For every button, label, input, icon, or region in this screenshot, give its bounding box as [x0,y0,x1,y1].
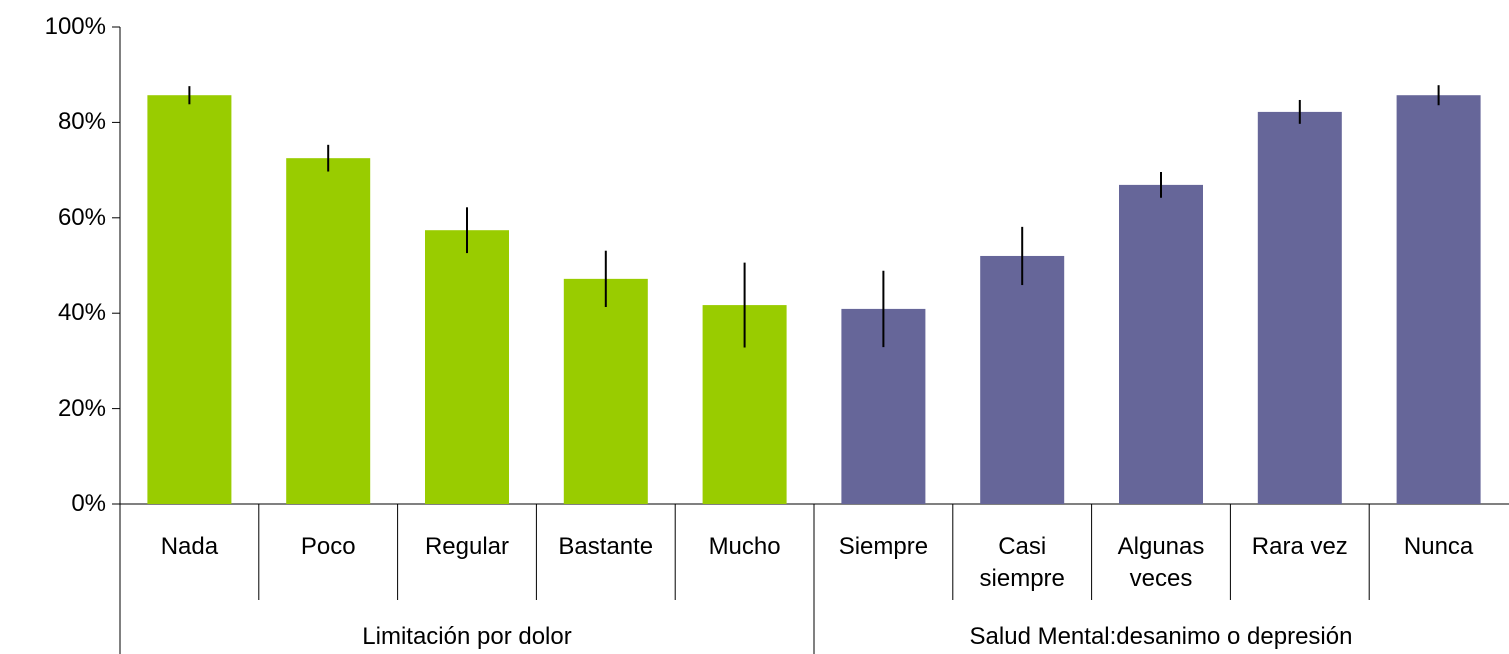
y-tick-label: 80% [57,108,106,136]
bar [1257,111,1342,504]
y-tick-label: 40% [57,299,106,327]
x-tick-label: Bastante [558,533,654,560]
x-tick-label: Regular [424,533,510,560]
x-tick-label: Nunca [1403,533,1474,560]
x-tick-label: Algunas veces [1117,533,1205,592]
bar [980,255,1065,504]
y-tick-label: 20% [57,394,106,422]
bar [563,278,648,504]
bar [1396,95,1481,504]
x-tick-label: Rara vez [1251,533,1348,560]
bar [286,158,371,505]
group-label: Salud Mental:desanimo o depresión [969,623,1353,650]
bar [147,95,232,504]
x-tick-label: Poco [300,533,356,560]
x-tick-label: Siempre [838,533,929,560]
y-tick-label: 60% [57,203,106,231]
x-tick-label: Mucho [708,533,781,560]
y-tick-label: 100% [44,13,106,40]
y-tick-label: 0% [71,490,106,517]
bar [1119,184,1203,504]
x-tick-label: Casi siempre [979,533,1065,592]
bar [425,230,509,504]
group-label: Limitación por dolor [362,623,572,650]
x-tick-label: Nada [160,533,219,560]
